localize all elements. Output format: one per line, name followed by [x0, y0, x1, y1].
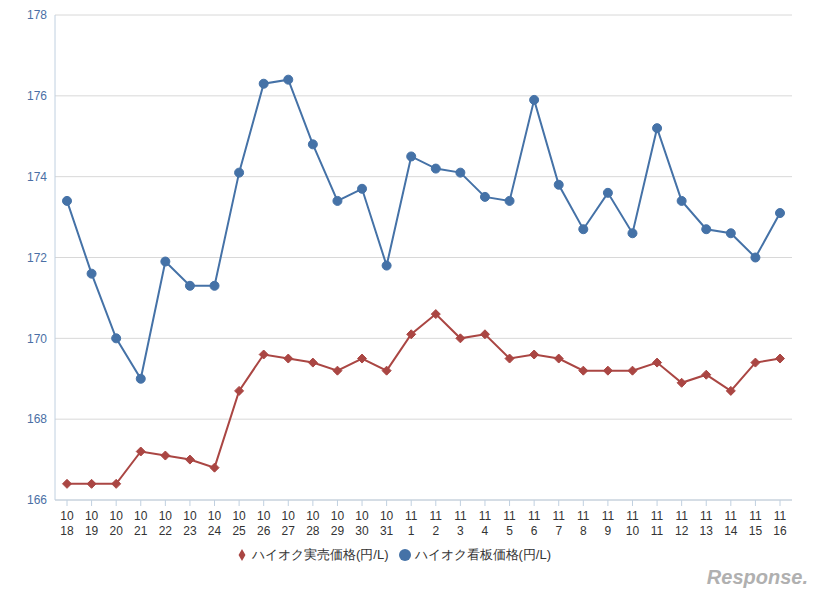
- svg-text:117: 117: [552, 509, 565, 538]
- svg-text:1110: 1110: [626, 509, 640, 538]
- html-text:ハイオク実売価格(円/L): ハイオク実売価格(円/L): [252, 547, 389, 562]
- svg-text:1028: 1028: [306, 509, 320, 538]
- svg-text:118: 118: [577, 509, 590, 538]
- svg-text:1027: 1027: [282, 509, 296, 538]
- svg-text:1030: 1030: [355, 509, 369, 538]
- html-text:Response.: Response.: [706, 566, 808, 588]
- svg-text:1024: 1024: [208, 509, 222, 538]
- svg-text:168: 168: [27, 412, 47, 426]
- svg-text:1026: 1026: [257, 509, 271, 538]
- svg-text:1020: 1020: [109, 509, 123, 538]
- svg-text:1115: 1115: [749, 509, 763, 538]
- html-text:ハイオク看板価格(円/L): ハイオク看板価格(円/L): [414, 547, 551, 562]
- svg-text:178: 178: [27, 8, 47, 22]
- svg-text:113: 113: [454, 509, 467, 538]
- svg-text:1029: 1029: [331, 509, 345, 538]
- svg-text:1023: 1023: [183, 509, 197, 538]
- svg-text:176: 176: [27, 89, 47, 103]
- svg-text:1025: 1025: [232, 509, 246, 538]
- svg-text:1113: 1113: [700, 509, 714, 538]
- svg-text:115: 115: [503, 509, 516, 538]
- svg-text:1116: 1116: [773, 509, 787, 538]
- svg-text:170: 170: [27, 332, 47, 346]
- svg-text:114: 114: [479, 509, 492, 538]
- svg-text:1022: 1022: [159, 509, 173, 538]
- svg-text:174: 174: [27, 170, 47, 184]
- svg-text:1019: 1019: [85, 509, 99, 538]
- svg-text:1114: 1114: [724, 509, 738, 538]
- svg-text:119: 119: [602, 509, 615, 538]
- svg-text:1031: 1031: [380, 509, 394, 538]
- svg-text:1021: 1021: [134, 509, 148, 538]
- svg-text:172: 172: [27, 251, 47, 265]
- svg-text:1111: 1111: [651, 509, 664, 538]
- svg-text:1112: 1112: [675, 509, 689, 538]
- svg-text:112: 112: [430, 509, 443, 538]
- svg-text:1018: 1018: [60, 509, 74, 538]
- svg-text:166: 166: [27, 493, 47, 507]
- svg-text:116: 116: [528, 509, 541, 538]
- svg-text:111: 111: [405, 509, 418, 538]
